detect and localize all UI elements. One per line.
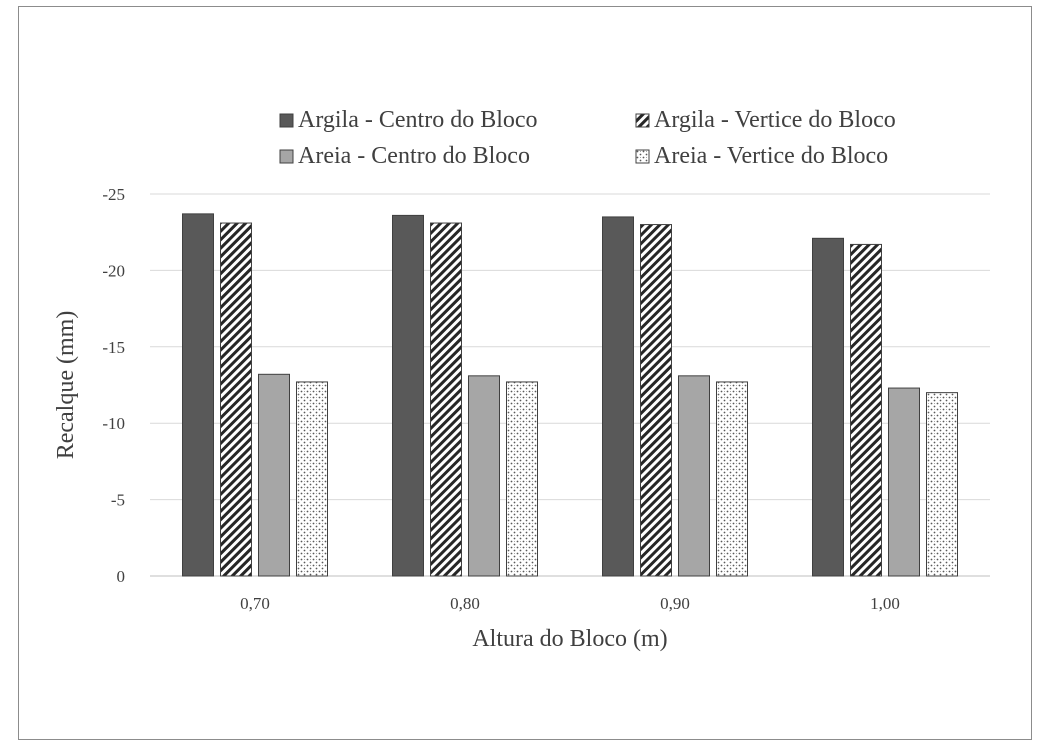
y-tick-label: 0 <box>117 567 126 586</box>
bar-argila-centro-do-bloco-1 <box>392 214 424 577</box>
bar-argila-centro-do-bloco-0 <box>182 213 214 577</box>
bars <box>182 213 958 577</box>
bar-areia-centro-do-bloco-1 <box>468 375 500 577</box>
legend-label: Argila - Centro do Bloco <box>298 107 538 133</box>
x-tick-label: 1,00 <box>870 594 900 613</box>
y-tick-label: -20 <box>102 261 125 280</box>
x-tick-label: 0,70 <box>240 594 270 613</box>
x-tick-labels: 0,70 0,80 0,90 1,00 <box>240 594 900 613</box>
bar-areia-centro-do-bloco-0 <box>258 373 290 577</box>
y-tick-label: -15 <box>102 338 125 357</box>
legend-swatch <box>635 113 650 128</box>
bar-argila-vertice-do-bloco-3 <box>850 243 882 577</box>
x-tick-label: 0,90 <box>660 594 690 613</box>
legend-swatch <box>279 149 294 164</box>
bar-argila-centro-do-bloco-2 <box>602 216 634 577</box>
x-axis-title: Altura do Bloco (m) <box>472 626 667 652</box>
legend-label: Areia - Centro do Bloco <box>298 143 530 169</box>
x-tick-label: 0,80 <box>450 594 480 613</box>
y-tick-label: -10 <box>102 414 125 433</box>
bar-argila-centro-do-bloco-3 <box>812 237 844 577</box>
bar-areia-vertice-do-bloco-3 <box>926 392 958 577</box>
legend-swatch <box>635 149 650 164</box>
y-tick-label: -5 <box>111 491 125 510</box>
bar-areia-centro-do-bloco-3 <box>888 387 920 577</box>
bar-argila-vertice-do-bloco-1 <box>430 222 462 577</box>
legend-label: Argila - Vertice do Bloco <box>654 107 896 133</box>
legend: Argila - Centro do Bloco Argila - Vertice… <box>279 107 896 169</box>
y-tick-label: -25 <box>102 185 125 204</box>
y-tick-labels: 0 -5 -10 -15 -20 -25 <box>102 185 125 586</box>
bar-areia-centro-do-bloco-2 <box>678 375 710 577</box>
y-axis-title: Recalque (mm) <box>53 311 79 460</box>
bar-argila-vertice-do-bloco-0 <box>220 222 252 577</box>
bar-areia-vertice-do-bloco-2 <box>716 381 748 577</box>
figure-frame <box>18 6 1032 740</box>
bar-areia-vertice-do-bloco-1 <box>506 381 538 577</box>
legend-swatch <box>279 113 294 128</box>
bar-argila-vertice-do-bloco-2 <box>640 224 672 577</box>
legend-label: Areia - Vertice do Bloco <box>654 143 888 169</box>
bar-areia-vertice-do-bloco-0 <box>296 381 328 577</box>
